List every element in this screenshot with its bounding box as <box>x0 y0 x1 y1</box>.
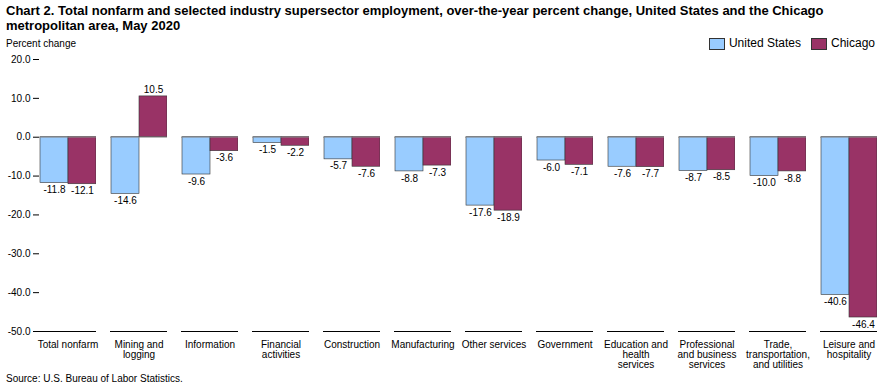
svg-text:-1.5: -1.5 <box>259 144 277 155</box>
svg-text:-50.0: -50.0 <box>8 326 31 337</box>
svg-text:Mining andlogging: Mining andlogging <box>115 339 164 360</box>
svg-text:-7.6: -7.6 <box>358 168 376 179</box>
svg-text:-3.6: -3.6 <box>216 152 234 163</box>
svg-text:Education andhealthservices: Education andhealthservices <box>604 339 668 370</box>
svg-text:-17.6: -17.6 <box>469 207 492 218</box>
svg-text:-10.0: -10.0 <box>8 170 31 181</box>
svg-text:-40.6: -40.6 <box>824 296 847 307</box>
html-text:Source: U.S. Bureau of Labor S: Source: U.S. Bureau of Labor Statistics. <box>6 373 183 384</box>
html-text:Chart 2. Total nonfarm and sel: Chart 2. Total nonfarm and selected indu… <box>6 3 824 33</box>
svg-text:10.5: 10.5 <box>144 84 164 95</box>
svg-text:-46.4: -46.4 <box>852 319 875 330</box>
svg-text:-2.2: -2.2 <box>287 147 305 158</box>
svg-text:Leisure andhospitality: Leisure andhospitality <box>823 339 875 360</box>
html-text:Percent change: Percent change <box>6 37 77 49</box>
svg-text:-7.3: -7.3 <box>429 167 447 178</box>
svg-text:Information: Information <box>185 339 235 350</box>
svg-text:-7.6: -7.6 <box>614 168 632 179</box>
svg-text:-7.1: -7.1 <box>571 166 589 177</box>
svg-text:-12.1: -12.1 <box>71 185 94 196</box>
svg-text:-14.6: -14.6 <box>114 195 137 206</box>
svg-text:-6.0: -6.0 <box>543 162 561 173</box>
svg-text:Total nonfarm: Total nonfarm <box>38 339 99 350</box>
html-text:United States: United States <box>728 36 801 50</box>
svg-text:-5.7: -5.7 <box>330 160 348 171</box>
svg-text:Professionaland businessservic: Professionaland businessservices <box>678 339 737 370</box>
svg-text:Government: Government <box>537 339 592 350</box>
svg-text:Financialactivities: Financialactivities <box>261 339 301 360</box>
svg-text:-11.8: -11.8 <box>43 184 65 195</box>
svg-text:Construction: Construction <box>324 339 380 350</box>
html-text:Chicago: Chicago <box>831 36 875 50</box>
svg-text:-30.0: -30.0 <box>8 248 31 259</box>
svg-text:-10.0: -10.0 <box>753 177 776 188</box>
svg-text:0.0: 0.0 <box>17 131 31 142</box>
svg-text:Trade,transportation,and utili: Trade,transportation,and utilities <box>746 339 810 370</box>
svg-text:-8.8: -8.8 <box>401 173 419 184</box>
svg-text:-8.7: -8.7 <box>685 172 703 183</box>
svg-text:-8.8: -8.8 <box>784 173 802 184</box>
svg-text:20.0: 20.0 <box>11 54 31 65</box>
svg-text:-8.5: -8.5 <box>713 171 731 182</box>
svg-text:-18.9: -18.9 <box>497 212 520 223</box>
svg-text:10.0: 10.0 <box>11 93 31 104</box>
svg-text:-40.0: -40.0 <box>8 287 31 298</box>
svg-text:-20.0: -20.0 <box>8 209 31 220</box>
svg-text:Other services: Other services <box>462 339 526 350</box>
svg-text:-7.7: -7.7 <box>642 168 660 179</box>
svg-text:-9.6: -9.6 <box>188 176 206 187</box>
svg-text:Manufacturing: Manufacturing <box>391 339 454 350</box>
